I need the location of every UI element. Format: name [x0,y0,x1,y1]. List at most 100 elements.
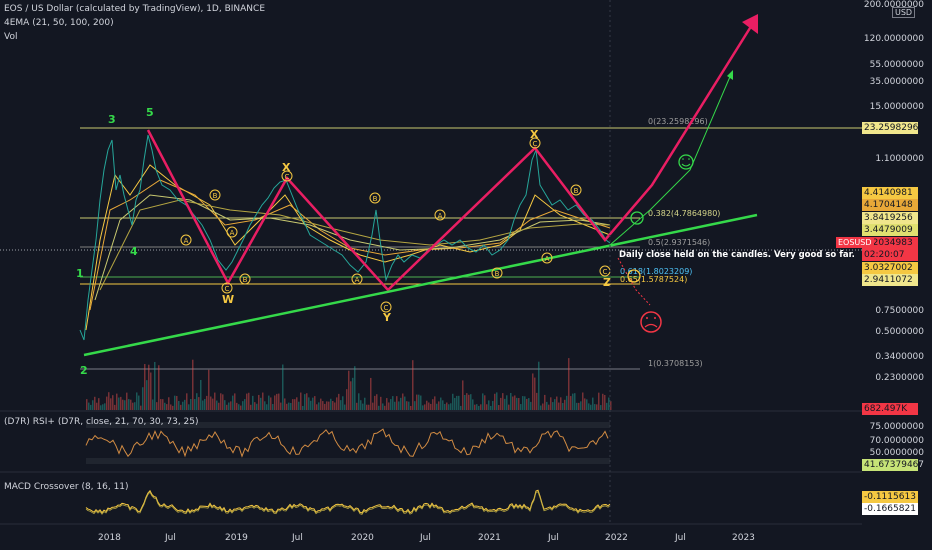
volume-bar [468,394,470,410]
volume-bar [258,394,260,410]
volume-bar [594,404,596,410]
volume-bar [264,401,266,410]
volume-bar [356,402,358,410]
volume-bar [210,396,212,410]
volume-bar [92,400,94,410]
volume-bar [502,393,504,410]
volume-bar [360,400,362,410]
volume-bar [246,393,248,410]
volume-bar [390,399,392,410]
volume-bar [480,404,482,410]
volume-bar [332,400,334,410]
volume-bar [230,401,232,410]
daily-close-note: Daily close held on the candles. Very go… [619,250,855,260]
circled-label: C [599,265,611,277]
volume-bar [320,398,322,410]
volume-bar [526,398,528,410]
volume-bar [308,397,310,410]
wave-label-3: 3 [108,113,116,126]
volume-bar [216,400,218,410]
volume-bar [122,399,124,410]
axis-tick: 0.3400000 [875,352,924,362]
volume-label[interactable]: Vol [4,32,18,42]
volume-bar [322,401,324,410]
volume-bar [350,381,352,410]
volume-bar [198,397,200,410]
volume-bar [404,396,406,410]
volume-bar [432,399,434,410]
volume-bar [208,369,210,410]
svg-text:B: B [243,276,248,284]
axis-tick: 0.2300000 [875,373,924,383]
volume-bar [370,377,372,410]
volume-bar [544,394,546,410]
currency-badge[interactable]: USD [892,7,916,18]
volume-bar [100,405,102,410]
ema-indicator-label[interactable]: 4EMA (21, 50, 100, 200) [4,18,114,28]
volume-bar [188,404,190,410]
svg-text:A: A [230,229,235,237]
wave-label-x1: X [282,161,291,174]
fib-label-65: 0.65(1.5787524) [620,275,687,284]
wave-label-x2: X [530,128,539,141]
volume-bar [414,401,416,410]
volume-bar [426,400,428,410]
volume-bar [152,399,154,410]
svg-text:C: C [533,140,538,148]
volume-bar [234,393,236,410]
volume-bar [560,397,562,410]
circled-label: A [351,273,363,285]
volume-bar [476,404,478,410]
volume-bar [566,395,568,410]
rsi-axis-tick: 70.0000000 [869,436,924,446]
volume-bar [130,399,132,410]
volume-bar [342,396,344,410]
volume-bar [564,399,566,410]
volume-bar [556,396,558,410]
price-axis[interactable]: 200.0000000 USD 120.0000000 55.0000000 35.… [862,0,932,550]
time-axis-label: 2023 [732,533,755,543]
volume-bar [252,395,254,410]
volume-bar [138,395,140,410]
volume-bar [86,399,88,410]
target-arrow-green [727,70,733,80]
circled-label: B [491,267,503,279]
volume-bar [262,392,264,410]
volume-bar [270,397,272,410]
volume-bar [302,405,304,410]
macd-label[interactable]: MACD Crossover (8, 16, 11) [4,482,129,492]
circled-label: B [570,184,582,196]
volume-bar [354,366,356,410]
volume-bar [536,392,538,410]
rsi-line [85,428,609,458]
rsi-axis-tick: 75.0000000 [869,422,924,432]
volume-bar [316,404,318,410]
axis-tick: 0.5000000 [875,327,924,337]
volume-bar [192,359,194,410]
volume-bar [494,393,496,410]
volume-bar [158,365,160,410]
svg-text:C: C [384,304,389,312]
volume-bar [470,394,472,410]
volume-bar [340,400,342,410]
volume-bar [218,402,220,410]
volume-bar [548,404,550,410]
volume-bar [178,400,180,410]
volume-bar [312,397,314,410]
volume-bar [552,402,554,410]
volume-bar [274,395,276,410]
axis-tick: 15.0000000 [869,102,924,112]
volume-bar [530,401,532,410]
volume-bar [606,402,608,410]
volume-bar [382,403,384,410]
volume-bar [392,396,394,410]
volume-bar [240,405,242,410]
volume-bar [190,399,192,410]
circled-label: B [209,189,221,201]
volume-bar [500,397,502,410]
volume-bar [186,393,188,410]
circled-labels: B C A A C B B A A C B C B A C [180,137,611,313]
volume-bar [388,402,390,410]
price-chart[interactable]: 0(23.2598296) 0.382(4.7864980) 0.5(2.937… [0,0,862,550]
rsi-label[interactable]: (D7R) RSI+ (D7R, close, 21, 70, 30, 73, … [4,417,199,427]
